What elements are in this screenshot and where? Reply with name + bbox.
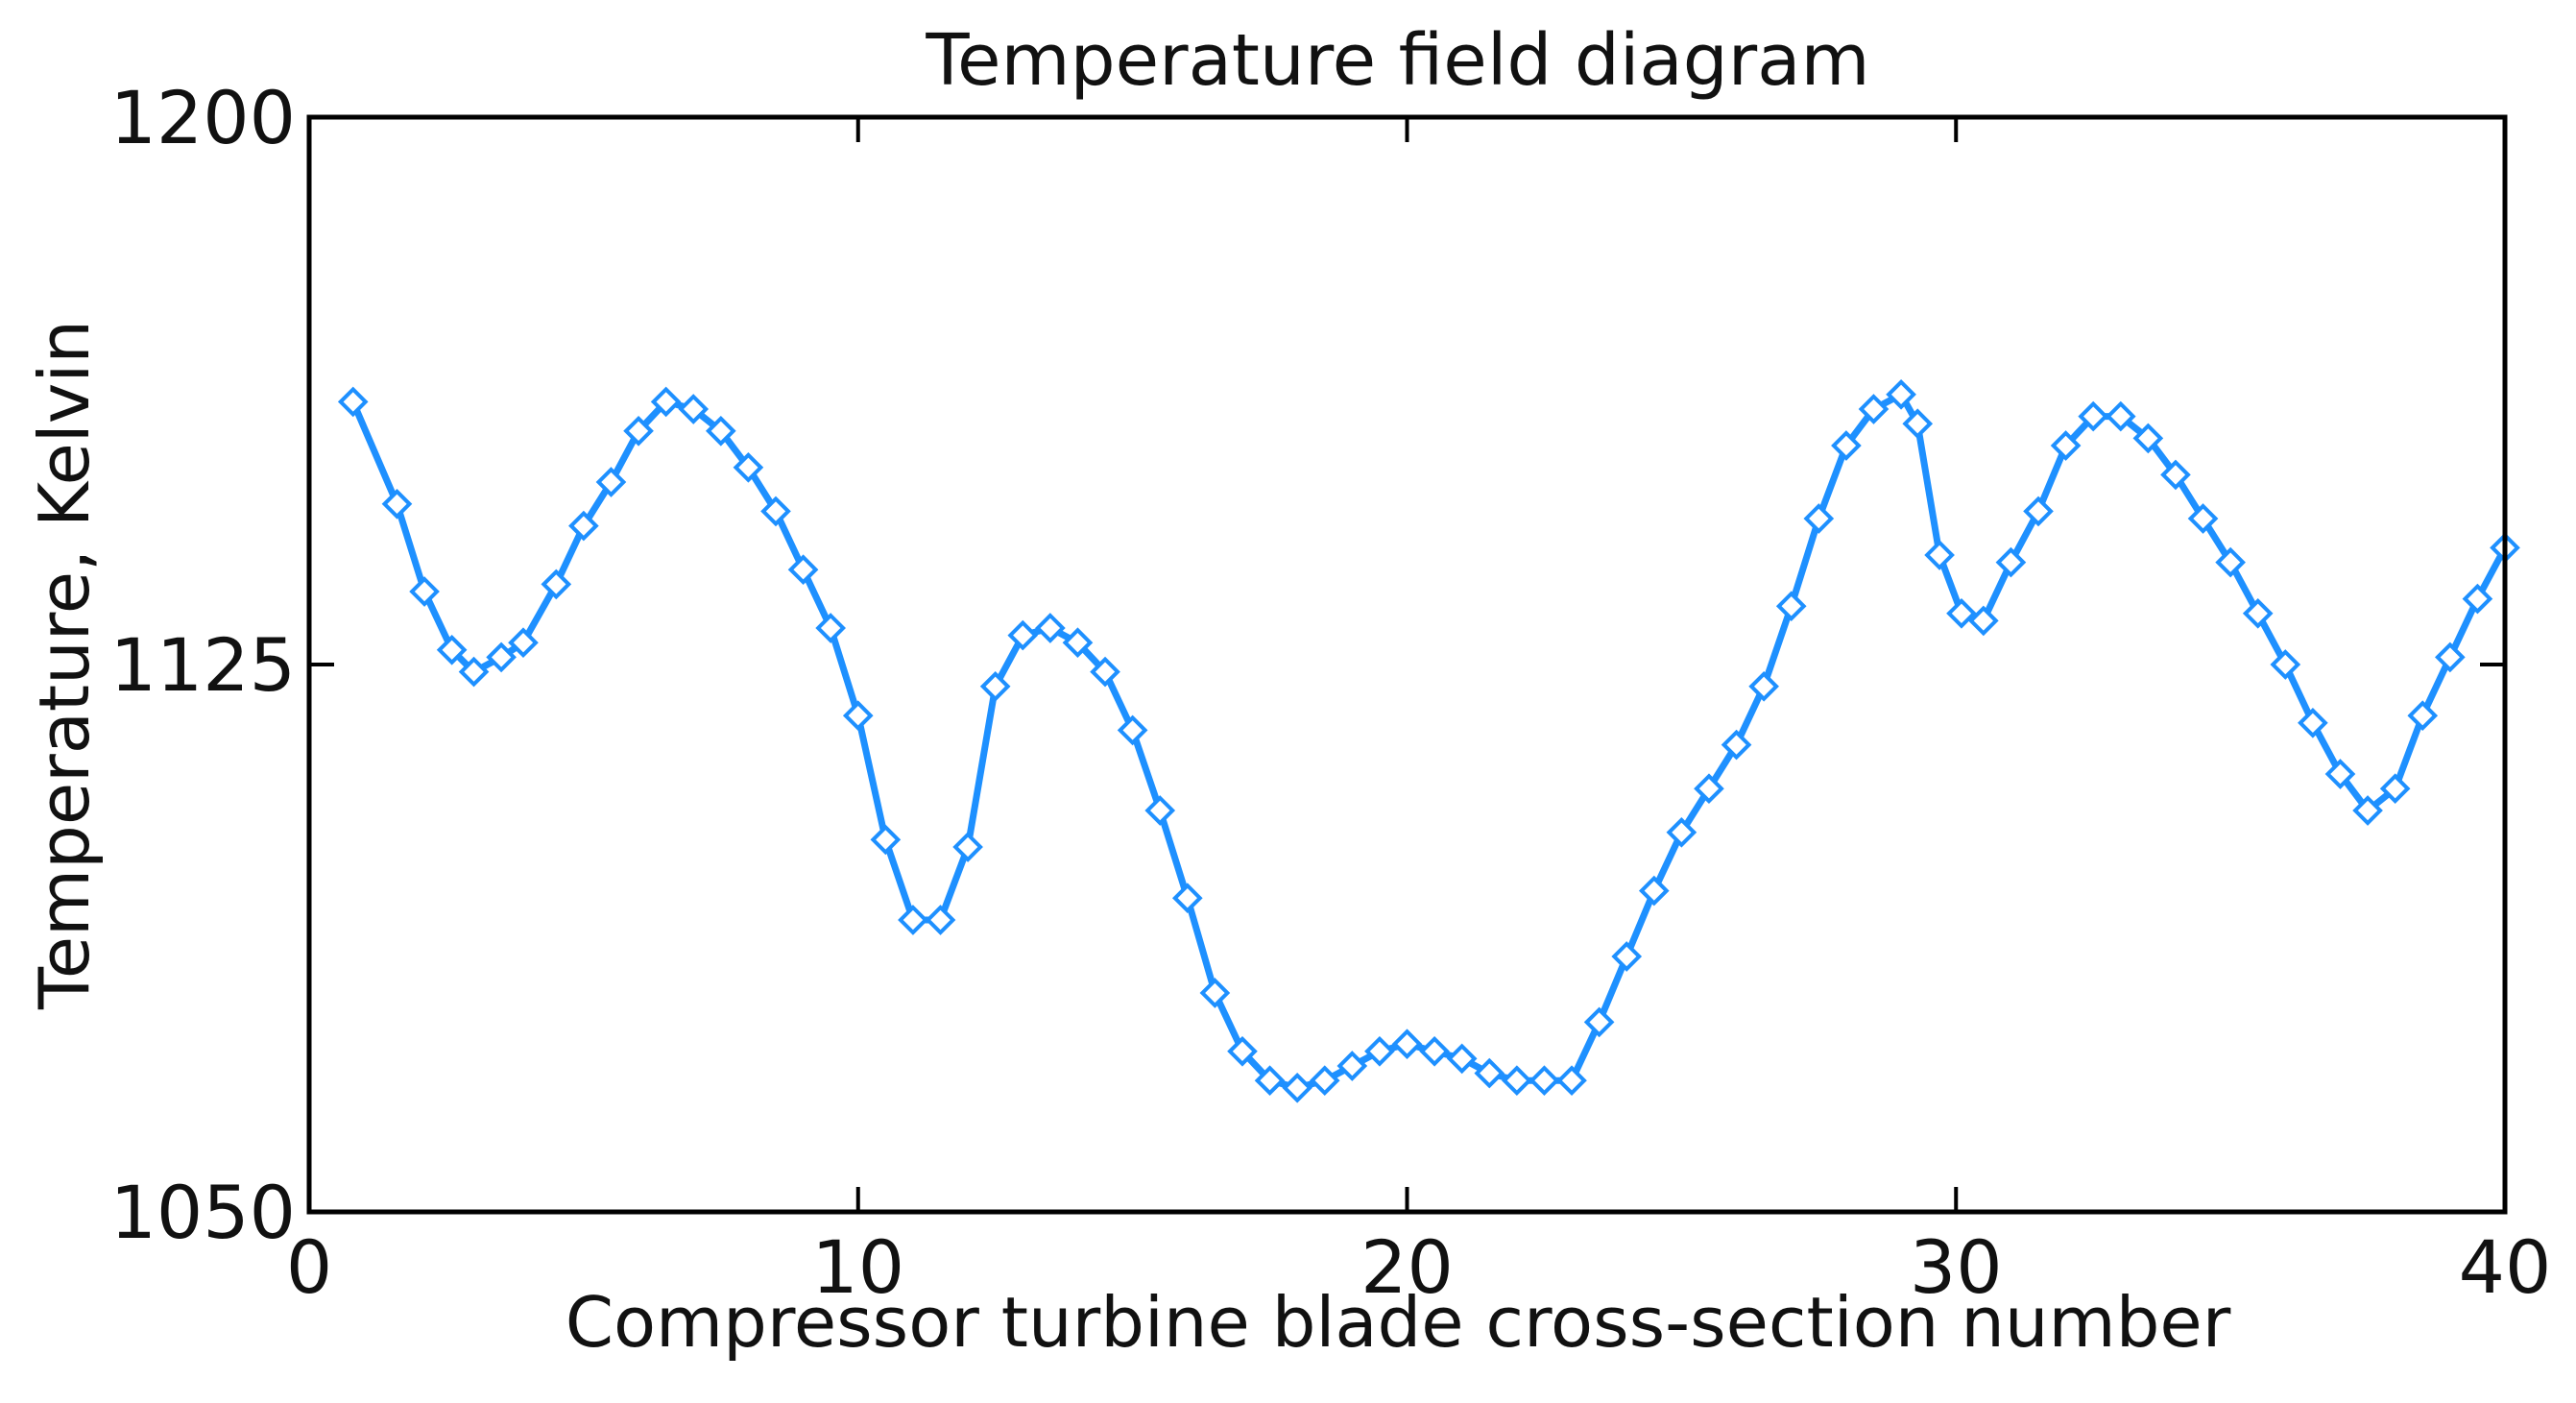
data-point (2379, 773, 2411, 805)
data-point (1227, 1035, 1258, 1067)
data-point (1886, 378, 1916, 410)
data-point (486, 641, 517, 673)
data-point (898, 905, 928, 935)
series-line (349, 391, 2509, 1092)
data-point (787, 554, 819, 586)
data-point (1831, 430, 1862, 461)
data-point (1556, 1065, 1587, 1097)
data-point (1254, 1065, 1286, 1097)
data-point (1035, 613, 1066, 643)
data-point (2050, 430, 2082, 461)
data-point (1090, 656, 1120, 688)
plot-area (337, 378, 2520, 1103)
x-tick-label: 40 (2459, 1224, 2552, 1310)
data-point (979, 670, 1011, 702)
data-point (1446, 1043, 1478, 1075)
data-point (1502, 1065, 1532, 1097)
data-point (2434, 641, 2466, 673)
data-point (815, 613, 846, 643)
data-point (2324, 759, 2356, 789)
data-point (2132, 423, 2164, 454)
data-point (2078, 400, 2109, 432)
data-point (1583, 1006, 1615, 1038)
data-point (1666, 816, 1697, 848)
data-point (623, 415, 654, 447)
data-point (508, 627, 539, 659)
data-point (436, 634, 468, 665)
data-point (650, 386, 682, 418)
data-point (1748, 670, 1779, 702)
data-point (2242, 597, 2274, 629)
data-point (2298, 707, 2328, 738)
data-point (1419, 1035, 1450, 1067)
y-tick-label: 1125 (110, 622, 296, 708)
x-tick-label: 30 (1910, 1224, 2003, 1310)
data-point (1902, 408, 1934, 440)
y-tick-label: 1200 (110, 75, 296, 160)
y-axis-label: Temperature, Kelvin (24, 320, 105, 1010)
data-point (1858, 394, 1890, 424)
data-point (1638, 875, 1670, 907)
data-point (1924, 540, 1955, 570)
data-point (1946, 597, 1977, 629)
data-point (1309, 1065, 1340, 1097)
chart-title: Temperature field diagram (925, 19, 1869, 102)
data-point (1007, 619, 1039, 651)
data-point (458, 656, 490, 688)
data-point (733, 451, 764, 483)
data-point (1336, 1051, 1368, 1081)
data-point (1144, 795, 1176, 826)
data-point (842, 700, 874, 732)
x-tick-label: 10 (811, 1224, 904, 1310)
x-axis-label: Compressor turbine blade cross-section n… (566, 1282, 2231, 1363)
data-point (541, 568, 572, 600)
data-point (1171, 883, 1203, 914)
data-point (1968, 605, 1999, 637)
data-point (1995, 546, 2027, 578)
data-point (2160, 459, 2191, 491)
data-point (1694, 773, 1724, 805)
data-point (1775, 591, 1807, 622)
data-point (760, 496, 791, 527)
data-point (2105, 400, 2136, 432)
series-1 (337, 378, 2520, 1103)
data-point (952, 832, 983, 862)
data-point (1391, 1028, 1423, 1060)
data-point (2352, 795, 2383, 826)
data-point (2023, 496, 2054, 527)
data-point (381, 488, 413, 520)
data-point (1529, 1065, 1560, 1097)
data-point (568, 510, 599, 542)
data-point (1199, 978, 1231, 1008)
data-point (1611, 941, 1643, 972)
data-point (595, 467, 627, 497)
data-point (1364, 1035, 1395, 1067)
data-point (678, 394, 710, 424)
data-point (2270, 649, 2301, 680)
data-point (2215, 546, 2246, 578)
data-point (1282, 1072, 1312, 1103)
y-tick-label: 1050 (110, 1170, 296, 1255)
data-point (870, 824, 902, 856)
data-point (409, 576, 440, 607)
data-point (1803, 503, 1835, 534)
data-point (2187, 503, 2219, 534)
data-point (1117, 714, 1148, 746)
data-point (1721, 729, 1752, 761)
data-point (337, 386, 369, 418)
axis-ticks: 0 10 20 30 40 1050 1125 1200 (110, 75, 2552, 1310)
data-point (2462, 583, 2493, 615)
data-point (1474, 1057, 1505, 1089)
data-point (925, 905, 956, 935)
x-tick-label: 20 (1360, 1224, 1454, 1310)
data-point (1062, 627, 1094, 659)
data-point (2407, 700, 2439, 732)
data-point (705, 415, 736, 447)
x-tick-label: 0 (286, 1224, 332, 1310)
